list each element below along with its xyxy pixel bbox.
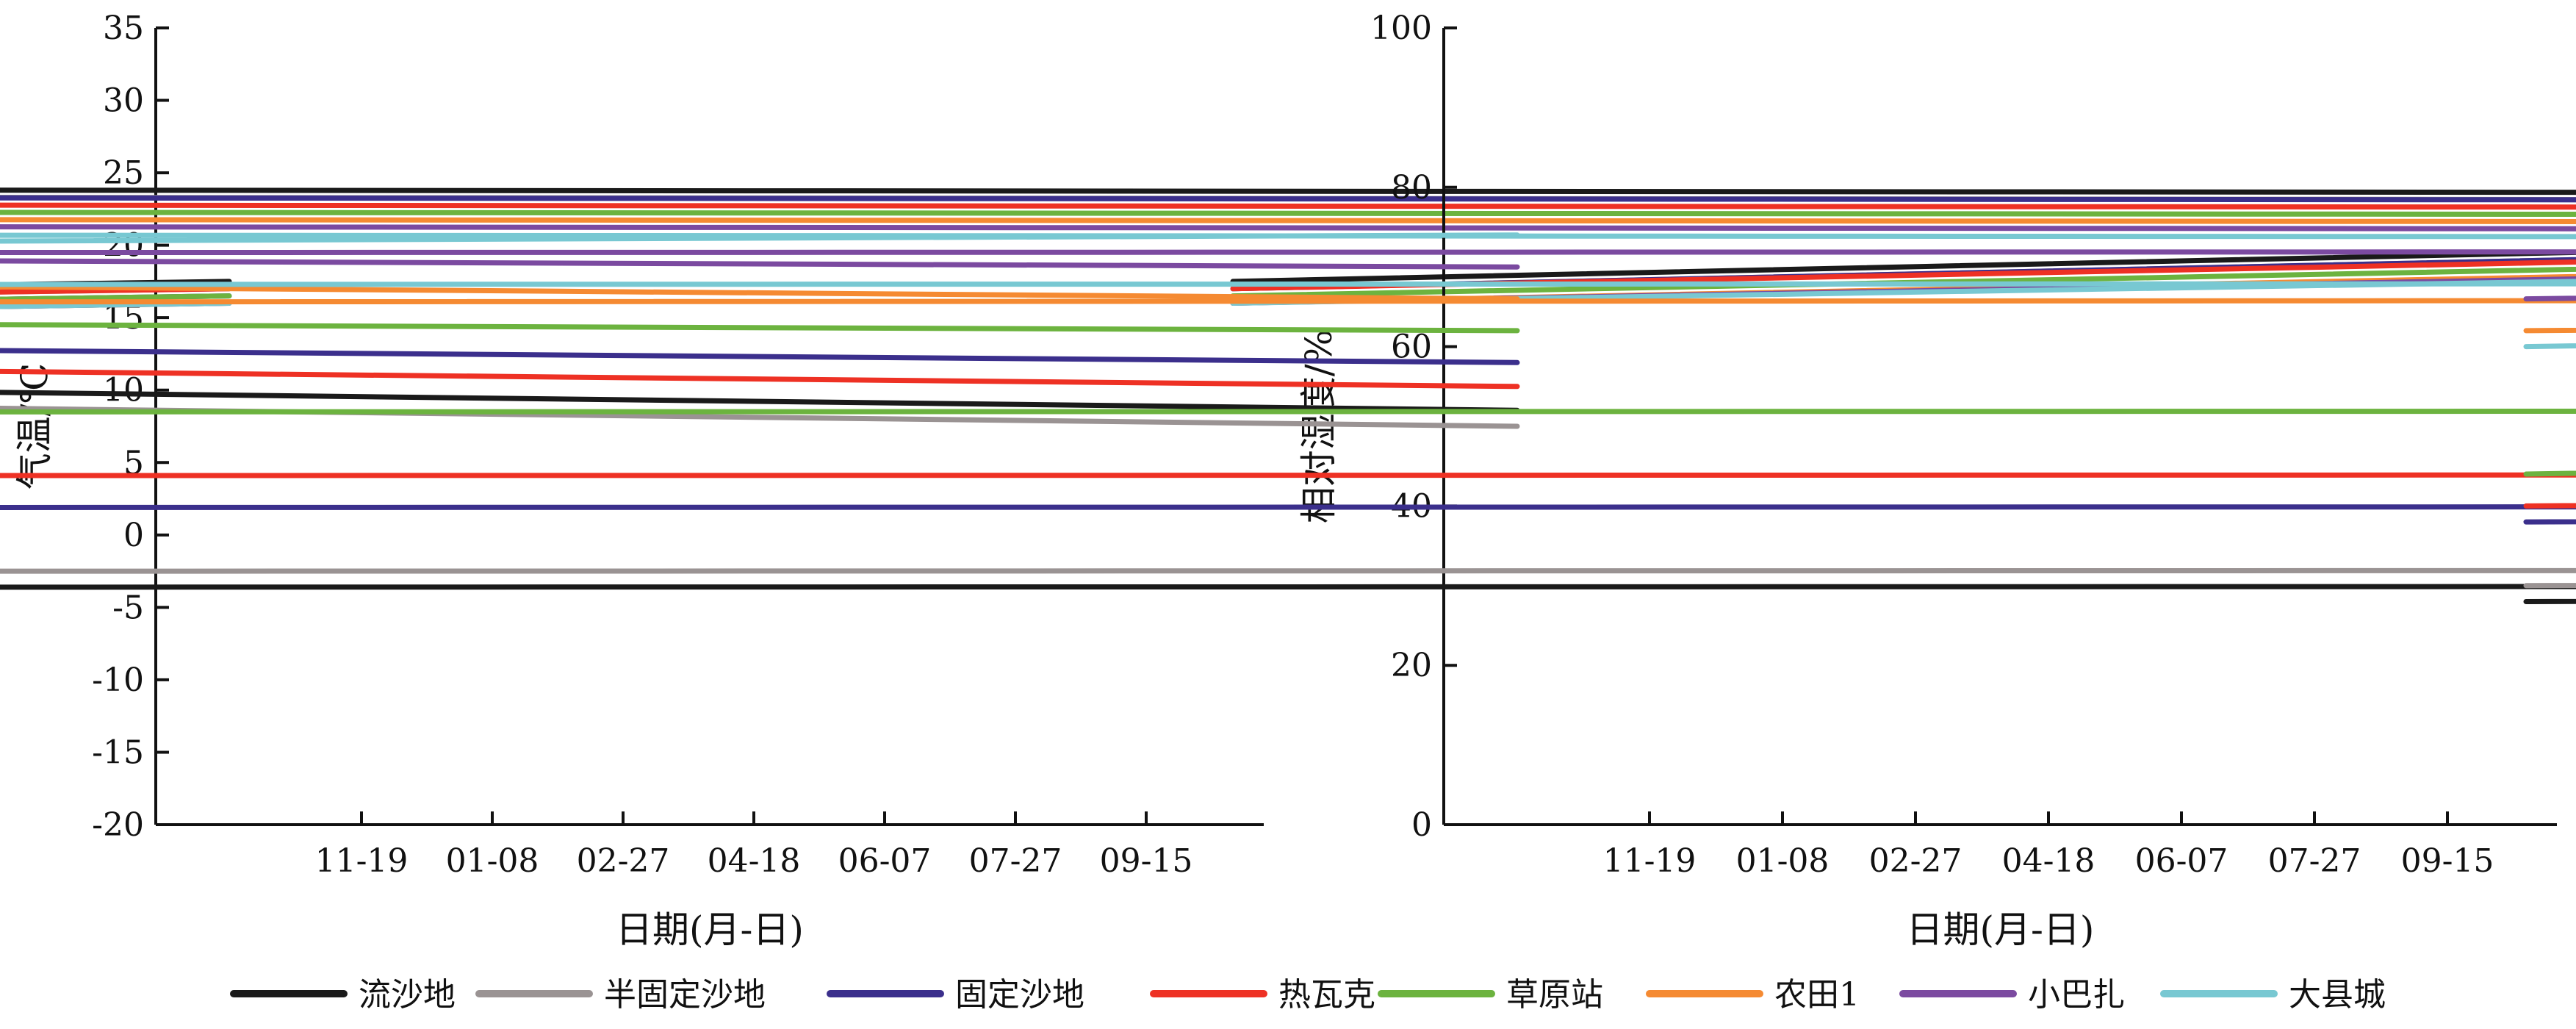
series-line (0, 322, 2576, 477)
legend-label: 小巴扎 (2028, 976, 2125, 1014)
y-tick-label: 20 (103, 227, 144, 265)
legend-label: 农田1 (1774, 976, 1860, 1014)
series-line (0, 217, 2576, 309)
y-tick-label: 80 (1391, 169, 1432, 207)
legend-item: 半固定沙地 (475, 976, 766, 1014)
x-tick-label: 07-27 (969, 842, 1062, 880)
legend-item: 农田1 (1646, 976, 1860, 1014)
legend-item: 固定沙地 (827, 976, 1084, 1014)
y-tick-label: -10 (92, 662, 144, 699)
y-tick-label: 25 (103, 154, 144, 192)
x-tick-label: 07-27 (2268, 842, 2361, 880)
x-axis-label: 日期(月-日) (616, 908, 804, 951)
series-line (0, 209, 2576, 302)
legend: 流沙地 半固定沙地 固定沙地 热瓦克 草原站 农田1 小巴扎 大县城 (230, 976, 2386, 1014)
x-tick-label: 01-08 (1736, 842, 1830, 880)
legend-item: 小巴扎 (1899, 976, 2125, 1014)
x-axis-label: 日期(月-日) (1907, 908, 2095, 951)
y-tick-label: 100 (1370, 10, 1432, 47)
x-tick-label: 11-19 (315, 842, 409, 880)
x-tick-label: 04-18 (708, 842, 801, 880)
y-axis-label: 气温/℃ (13, 363, 56, 490)
x-tick-label: 09-15 (1100, 842, 1193, 880)
legend-item: 大县城 (2160, 976, 2386, 1014)
x-tick-label: 06-07 (838, 842, 932, 880)
y-tick-label: -20 (92, 806, 144, 844)
legend-label: 热瓦克 (1278, 976, 1375, 1014)
y-tick-label: 20 (1391, 647, 1432, 684)
y-tick-label: -15 (92, 734, 144, 771)
x-tick-label: 01-08 (446, 842, 539, 880)
series-line (0, 249, 2576, 302)
series-line (0, 406, 2576, 589)
y-tick-label: 30 (103, 82, 144, 120)
y-tick-label: 35 (103, 10, 144, 47)
legend-label: 流沙地 (359, 976, 456, 1014)
series-lines (0, 232, 2576, 604)
y-tick-label: -5 (112, 589, 144, 626)
series-line (0, 284, 2576, 334)
legend-item: 热瓦克 (1150, 976, 1375, 1014)
x-tick-label: 11-19 (1603, 842, 1697, 880)
legend-item: 流沙地 (230, 976, 456, 1014)
legend-label: 大县城 (2289, 976, 2386, 1014)
legend-label: 固定沙地 (955, 976, 1084, 1014)
x-tick-label: 09-15 (2401, 842, 2494, 880)
legend-label: 草原站 (1506, 976, 1603, 1014)
x-tick-label: 02-27 (1869, 842, 1962, 880)
x-tick-label: 04-18 (2002, 842, 2095, 880)
legend-item: 草原站 (1378, 976, 1603, 1014)
legend-label: 半固定沙地 (604, 976, 766, 1014)
series-line (0, 224, 2576, 309)
x-tick-label: 02-27 (577, 842, 670, 880)
x-tick-label: 06-07 (2135, 842, 2228, 880)
y-tick-label: 0 (1411, 806, 1432, 844)
series-line (0, 187, 2576, 287)
y-tick-label: 0 (123, 517, 144, 554)
y-tick-label: 10 (103, 372, 144, 409)
